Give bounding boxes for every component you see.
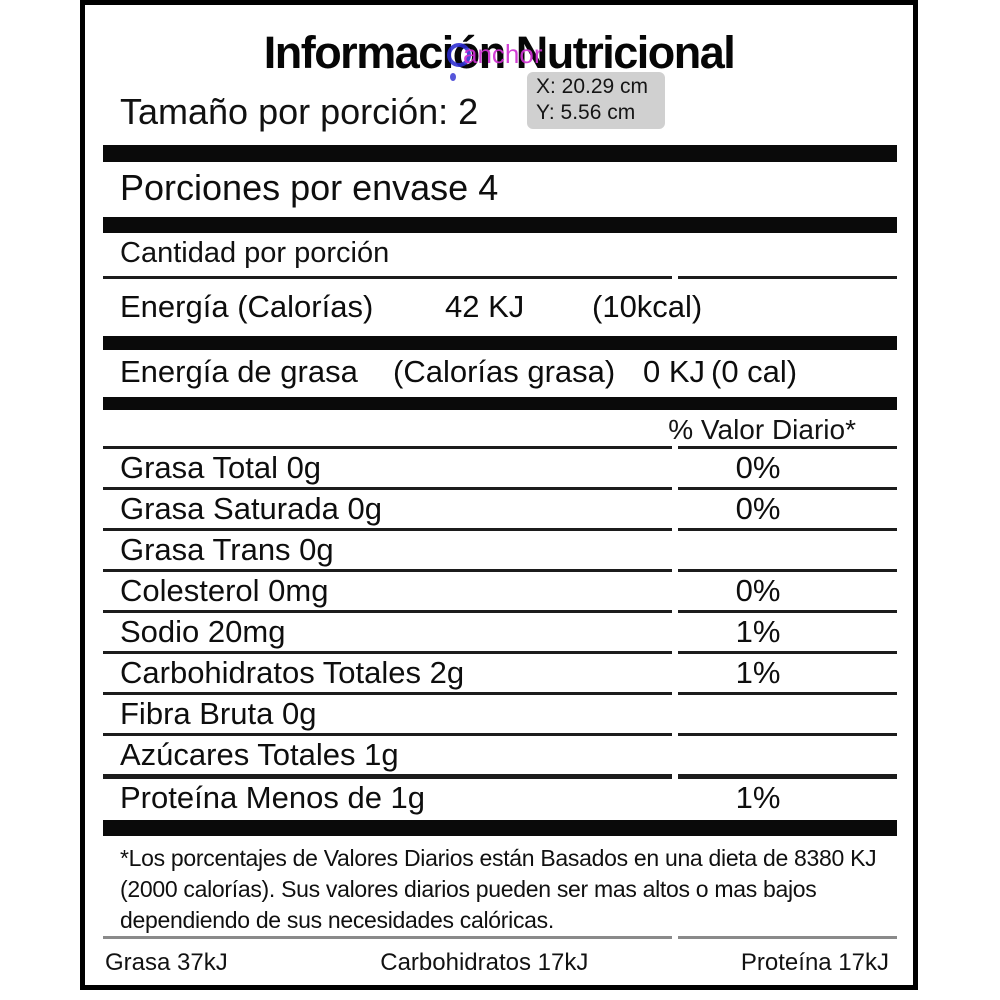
nutrient-row-grasa-saturada: Grasa Saturada 0g 0%: [85, 490, 913, 528]
divider-rule: [103, 692, 897, 695]
nutrient-daily-value: 1%: [735, 780, 781, 815]
daily-value-header: % Valor Diario*: [668, 414, 856, 445]
anchor-marker-icon[interactable]: [447, 43, 471, 67]
energy-sources-row: Grasa 37kJ Carbohidratos 17kJ Proteína 1…: [85, 949, 913, 977]
anchor-dot-icon: [450, 73, 456, 81]
divider-rule: [103, 774, 897, 779]
nutrient-row-carbohidratos: Carbohidratos Totales 2g 1%: [85, 654, 913, 692]
nutrient-row-proteina: Proteína Menos de 1g 1%: [85, 779, 913, 817]
energy-kj-value: 42 KJ: [445, 289, 525, 324]
nutrient-row-grasa-trans: Grasa Trans 0g: [85, 531, 913, 569]
nutrient-row-colesterol: Colesterol 0mg 0%: [85, 572, 913, 610]
nutrition-label: Información Nutricional Tamaño por porci…: [80, 0, 918, 990]
nutrient-name: Carbohidratos Totales 2g: [120, 655, 465, 690]
energy-kcal-value: (10kcal): [592, 289, 703, 324]
anchor-label: anchor: [463, 39, 543, 69]
divider-rule: [103, 528, 897, 531]
protein-energy-source: Proteína 17kJ: [740, 949, 889, 976]
nutrient-row-grasa-total: Grasa Total 0g 0%: [85, 449, 913, 487]
label-title: Información Nutricional: [263, 27, 736, 78]
nutrient-name: Grasa Saturada 0g: [120, 491, 382, 526]
divider-rule: [103, 446, 897, 449]
nutrient-name: Grasa Trans 0g: [120, 532, 334, 567]
energy-name: Energía (Calorías): [120, 289, 374, 324]
divider-rule: [103, 487, 897, 490]
nutrient-name: Azúcares Totales 1g: [120, 737, 399, 772]
nutrient-daily-value: 0%: [735, 573, 781, 608]
fat-energy-name: Energía de grasa: [120, 354, 358, 389]
divider-rule: [103, 610, 897, 613]
nutrient-row-sodio: Sodio 20mg 1%: [85, 613, 913, 651]
nutrient-row-azucares: Azúcares Totales 1g: [85, 736, 913, 774]
nutrient-name: Proteína Menos de 1g: [120, 780, 426, 815]
tooltip-y-readout: Y: 5.56 cm: [536, 101, 636, 124]
amount-per-serving-line: Cantidad por porción: [120, 237, 390, 269]
nutrient-name: Sodio 20mg: [120, 614, 286, 649]
divider-rule: [103, 651, 897, 654]
serving-size-line: Tamaño por porción: 2: [120, 91, 479, 132]
divider-rule: [103, 569, 897, 572]
carbs-energy-source: Carbohidratos 17kJ: [380, 949, 589, 976]
fat-energy-alt-name: (Calorías grasa): [393, 354, 616, 389]
nutrient-daily-value: 0%: [735, 491, 781, 526]
divider-bar: [103, 397, 897, 410]
divider-rule: [103, 733, 897, 736]
nutrient-name: Grasa Total 0g: [120, 450, 322, 485]
servings-per-container-line: Porciones por envase 4: [120, 167, 499, 208]
divider-bar: [103, 336, 897, 350]
nutrient-row-fibra: Fibra Bruta 0g: [85, 695, 913, 733]
divider-rule-gray: [103, 936, 897, 939]
divider-bar: [103, 217, 897, 233]
divider-rule: [103, 276, 897, 279]
fat-energy-kj-value: 0 KJ: [643, 354, 706, 389]
tooltip-x-readout: X: 20.29 cm: [536, 75, 649, 98]
divider-bar: [103, 145, 897, 162]
coordinate-tooltip: X: 20.29 cm Y: 5.56 cm: [527, 72, 665, 129]
nutrient-name: Colesterol 0mg: [120, 573, 329, 608]
daily-value-footnote: *Los porcentajes de Valores Diarios está…: [120, 845, 877, 933]
nutrient-daily-value: 0%: [735, 450, 781, 485]
fat-energy-cal-value: (0 cal): [711, 354, 798, 389]
nutrient-daily-value: 1%: [735, 655, 781, 690]
fat-energy-source: Grasa 37kJ: [105, 949, 228, 976]
nutrient-table: % Valor Diario* Grasa Total 0g 0% Grasa …: [85, 413, 913, 817]
nutrient-name: Fibra Bruta 0g: [120, 696, 317, 731]
divider-bar: [103, 820, 897, 836]
nutrient-daily-value: 1%: [735, 614, 781, 649]
